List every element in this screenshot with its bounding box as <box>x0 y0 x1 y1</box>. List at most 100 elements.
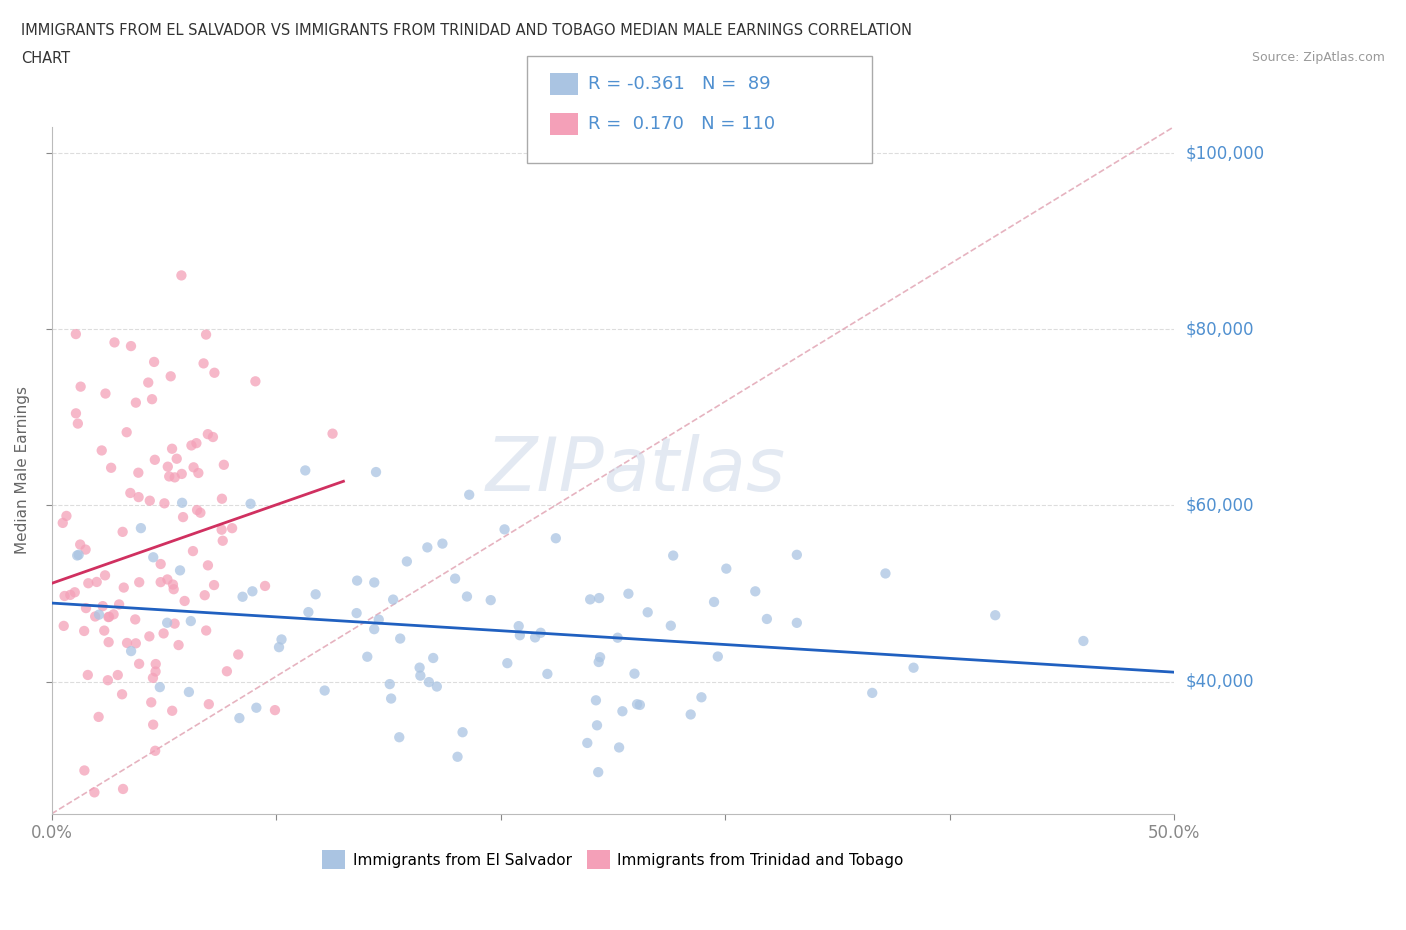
Point <box>142 550 165 565</box>
Point <box>160 703 183 718</box>
Y-axis label: Median Male Earnings: Median Male Earnings <box>15 386 30 554</box>
Text: $60,000: $60,000 <box>1185 497 1254 514</box>
Point <box>75 601 97 616</box>
Point <box>380 691 402 706</box>
Point <box>172 496 194 511</box>
Text: CHART: CHART <box>21 51 70 66</box>
Point <box>177 684 200 699</box>
Point <box>245 374 267 389</box>
Point <box>509 628 531 643</box>
Point <box>183 460 205 475</box>
Point <box>163 582 186 597</box>
Point <box>141 695 163 710</box>
Point <box>111 525 134 539</box>
Point <box>75 542 97 557</box>
Point <box>190 505 212 520</box>
Point <box>536 667 558 682</box>
Point <box>59 588 82 603</box>
Point <box>73 623 96 638</box>
Point <box>65 326 87 341</box>
Point <box>446 750 468 764</box>
Point <box>170 467 193 482</box>
Point <box>53 589 76 604</box>
Point <box>77 576 100 591</box>
Point <box>145 657 167 671</box>
Point <box>356 649 378 664</box>
Point <box>156 572 179 587</box>
Point <box>544 531 567 546</box>
Point <box>73 763 96 777</box>
Point <box>389 631 412 646</box>
Point <box>363 575 385 590</box>
Point <box>245 700 267 715</box>
Point <box>451 724 474 739</box>
Point <box>875 566 897 581</box>
Point <box>103 335 125 350</box>
Point <box>204 365 226 380</box>
Point <box>367 612 389 627</box>
Point <box>458 487 481 502</box>
Point <box>395 554 418 569</box>
Point <box>508 618 530 633</box>
Point <box>264 703 287 718</box>
Point <box>494 522 516 537</box>
Point <box>211 523 233 538</box>
Point <box>195 327 218 342</box>
Point <box>69 379 91 394</box>
Point <box>202 578 225 592</box>
Point <box>444 571 467 586</box>
Point <box>112 781 135 796</box>
Point <box>136 375 159 390</box>
Point <box>186 436 208 451</box>
Point <box>52 618 75 633</box>
Point <box>129 521 152 536</box>
Point <box>139 493 162 508</box>
Point <box>143 354 166 369</box>
Point <box>346 573 368 588</box>
Text: IMMIGRANTS FROM EL SALVADOR VS IMMIGRANTS FROM TRINIDAD AND TOBAGO MEDIAN MALE E: IMMIGRANTS FROM EL SALVADOR VS IMMIGRANT… <box>21 23 912 38</box>
Point <box>588 591 610 605</box>
Point <box>294 463 316 478</box>
Point <box>66 548 89 563</box>
Point <box>212 458 235 472</box>
Point <box>128 575 150 590</box>
Point <box>97 610 120 625</box>
Point <box>163 617 186 631</box>
Point <box>94 386 117 401</box>
Point <box>153 496 176 511</box>
Point <box>65 405 87 420</box>
Point <box>221 521 243 536</box>
Point <box>149 680 172 695</box>
Point <box>659 618 682 633</box>
Point <box>479 592 502 607</box>
Text: $100,000: $100,000 <box>1185 144 1264 162</box>
Point <box>418 674 440 689</box>
Point <box>76 668 98 683</box>
Point <box>163 470 186 485</box>
Point <box>586 764 609 779</box>
Point <box>628 698 651 712</box>
Point <box>432 537 454 551</box>
Point <box>579 592 602 607</box>
Point <box>211 533 233 548</box>
Point <box>166 451 188 466</box>
Point <box>83 785 105 800</box>
Text: Source: ZipAtlas.com: Source: ZipAtlas.com <box>1251 51 1385 64</box>
Point <box>194 588 217 603</box>
Point <box>197 558 219 573</box>
Point <box>87 607 110 622</box>
Point <box>66 416 89 431</box>
Point <box>142 671 165 685</box>
Point <box>197 427 219 442</box>
Point <box>162 578 184 592</box>
Point <box>228 711 250 725</box>
Point <box>588 655 610 670</box>
Point <box>145 664 167 679</box>
Point <box>679 707 702 722</box>
Point <box>690 690 713 705</box>
Point <box>637 604 659 619</box>
Point <box>314 684 336 698</box>
Point <box>586 718 609 733</box>
Point <box>128 490 150 505</box>
Point <box>152 626 174 641</box>
